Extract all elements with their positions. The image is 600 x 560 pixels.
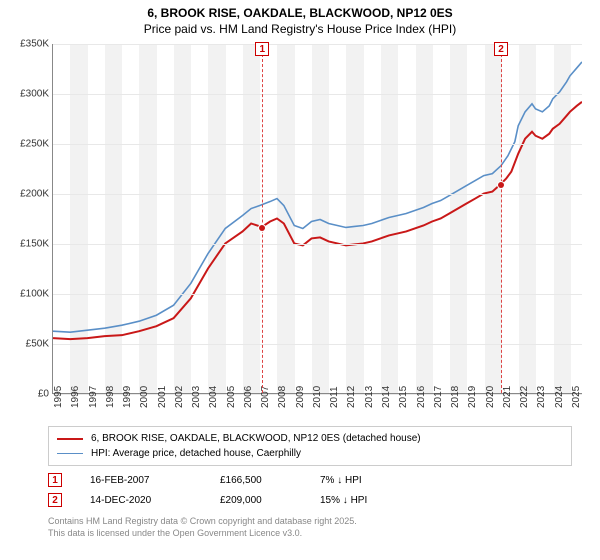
x-axis-label: 2019: [467, 386, 478, 408]
title-line2: Price paid vs. HM Land Registry's House …: [0, 22, 600, 36]
x-axis-label: 2018: [450, 386, 461, 408]
legend-swatch: [57, 438, 83, 440]
sale-marker-box: 2: [494, 42, 508, 56]
y-axis-label: £200K: [9, 189, 49, 200]
x-axis-label: 1999: [122, 386, 133, 408]
x-axis-label: 2021: [502, 386, 513, 408]
sale-marker-icon: 2: [48, 493, 62, 507]
sale-date: 16-FEB-2007: [90, 475, 220, 486]
sale-price: £209,000: [220, 495, 320, 506]
footer-attribution: Contains HM Land Registry data © Crown c…: [48, 516, 572, 539]
x-axis-label: 1996: [70, 386, 81, 408]
y-axis-label: £300K: [9, 89, 49, 100]
line-series-svg: [53, 44, 582, 393]
x-axis-label: 2015: [398, 386, 409, 408]
sale-pct: 15% ↓ HPI: [320, 495, 420, 506]
x-axis-label: 2003: [191, 386, 202, 408]
y-axis-label: £100K: [9, 289, 49, 300]
y-axis-label: £250K: [9, 139, 49, 150]
y-axis-label: £350K: [9, 39, 49, 50]
x-axis-label: 2009: [295, 386, 306, 408]
x-axis-label: 2016: [416, 386, 427, 408]
x-axis-label: 2002: [174, 386, 185, 408]
x-axis-label: 2010: [312, 386, 323, 408]
y-axis-label: £50K: [9, 339, 49, 350]
sales-table: 1 16-FEB-2007 £166,500 7% ↓ HPI 2 14-DEC…: [48, 470, 572, 510]
x-axis-label: 2008: [277, 386, 288, 408]
x-axis-label: 2024: [554, 386, 565, 408]
x-axis-label: 2012: [346, 386, 357, 408]
plot-region: £0£50K£100K£150K£200K£250K£300K£350K1995…: [52, 44, 582, 394]
x-axis-label: 2011: [329, 386, 340, 408]
x-axis-label: 2025: [571, 386, 582, 408]
legend-item: 6, BROOK RISE, OAKDALE, BLACKWOOD, NP12 …: [57, 431, 563, 446]
footer-line: Contains HM Land Registry data © Crown c…: [48, 516, 572, 528]
x-axis-label: 1997: [88, 386, 99, 408]
footer-line: This data is licensed under the Open Gov…: [48, 528, 572, 540]
x-axis-label: 2022: [519, 386, 530, 408]
chart-title-block: 6, BROOK RISE, OAKDALE, BLACKWOOD, NP12 …: [0, 0, 600, 40]
sale-row: 1 16-FEB-2007 £166,500 7% ↓ HPI: [48, 470, 572, 490]
legend-box: 6, BROOK RISE, OAKDALE, BLACKWOOD, NP12 …: [48, 426, 572, 466]
x-axis-label: 2005: [226, 386, 237, 408]
x-axis-label: 2017: [433, 386, 444, 408]
sale-point-icon: [498, 182, 504, 188]
x-axis-label: 1998: [105, 386, 116, 408]
x-axis-label: 1995: [53, 386, 64, 408]
legend-item: HPI: Average price, detached house, Caer…: [57, 446, 563, 461]
x-axis-label: 2023: [536, 386, 547, 408]
x-axis-label: 2020: [485, 386, 496, 408]
y-axis-label: £0: [9, 389, 49, 400]
y-axis-label: £150K: [9, 239, 49, 250]
x-axis-label: 2006: [243, 386, 254, 408]
chart-area: £0 £50K £100K £150K £200K £250K £300K £350K 1995…: [10, 40, 590, 420]
sale-price: £166,500: [220, 475, 320, 486]
sale-marker-icon: 1: [48, 473, 62, 487]
legend-label: 6, BROOK RISE, OAKDALE, BLACKWOOD, NP12 …: [91, 433, 421, 444]
sale-date: 14-DEC-2020: [90, 495, 220, 506]
x-axis-label: 2004: [208, 386, 219, 408]
legend-swatch: [57, 453, 83, 454]
x-axis-label: 2013: [364, 386, 375, 408]
sale-row: 2 14-DEC-2020 £209,000 15% ↓ HPI: [48, 490, 572, 510]
legend-label: HPI: Average price, detached house, Caer…: [91, 448, 301, 459]
sale-point-icon: [259, 225, 265, 231]
sale-pct: 7% ↓ HPI: [320, 475, 420, 486]
sale-marker-box: 1: [255, 42, 269, 56]
x-axis-label: 2014: [381, 386, 392, 408]
x-axis-label: 2000: [139, 386, 150, 408]
x-axis-label: 2001: [157, 386, 168, 408]
title-line1: 6, BROOK RISE, OAKDALE, BLACKWOOD, NP12 …: [0, 6, 600, 20]
